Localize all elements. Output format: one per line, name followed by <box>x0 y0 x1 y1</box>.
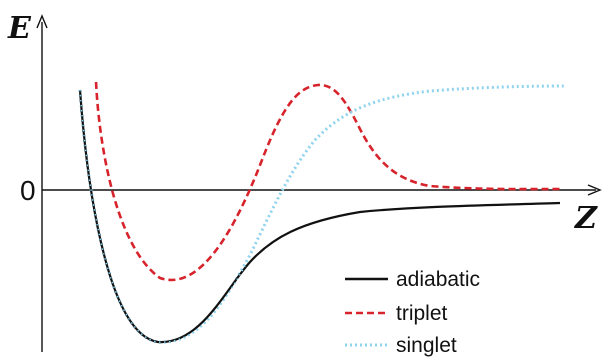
singlet-overlay-dots <box>79 89 246 343</box>
energy-axis-arrowhead <box>36 14 48 29</box>
energy-axis-label: E <box>7 11 32 46</box>
legend-label-adiabatic: adiabatic <box>396 268 480 291</box>
adiabatic-curve <box>78 89 561 344</box>
legend-label-singlet: singlet <box>396 334 457 357</box>
z-axis-arrowhead <box>587 184 602 196</box>
singlet-curve <box>78 84 565 344</box>
z-axis-label: Z <box>574 201 598 236</box>
legend-item-adiabatic: adiabatic <box>345 268 480 291</box>
legend: adiabatic triplet singlet <box>345 268 480 357</box>
legend-item-triplet: triplet <box>345 302 448 325</box>
legend-item-singlet: singlet <box>345 334 457 357</box>
legend-label-triplet: triplet <box>396 302 448 325</box>
triplet-curve <box>94 81 563 282</box>
zero-tick-label: 0 <box>20 175 36 206</box>
